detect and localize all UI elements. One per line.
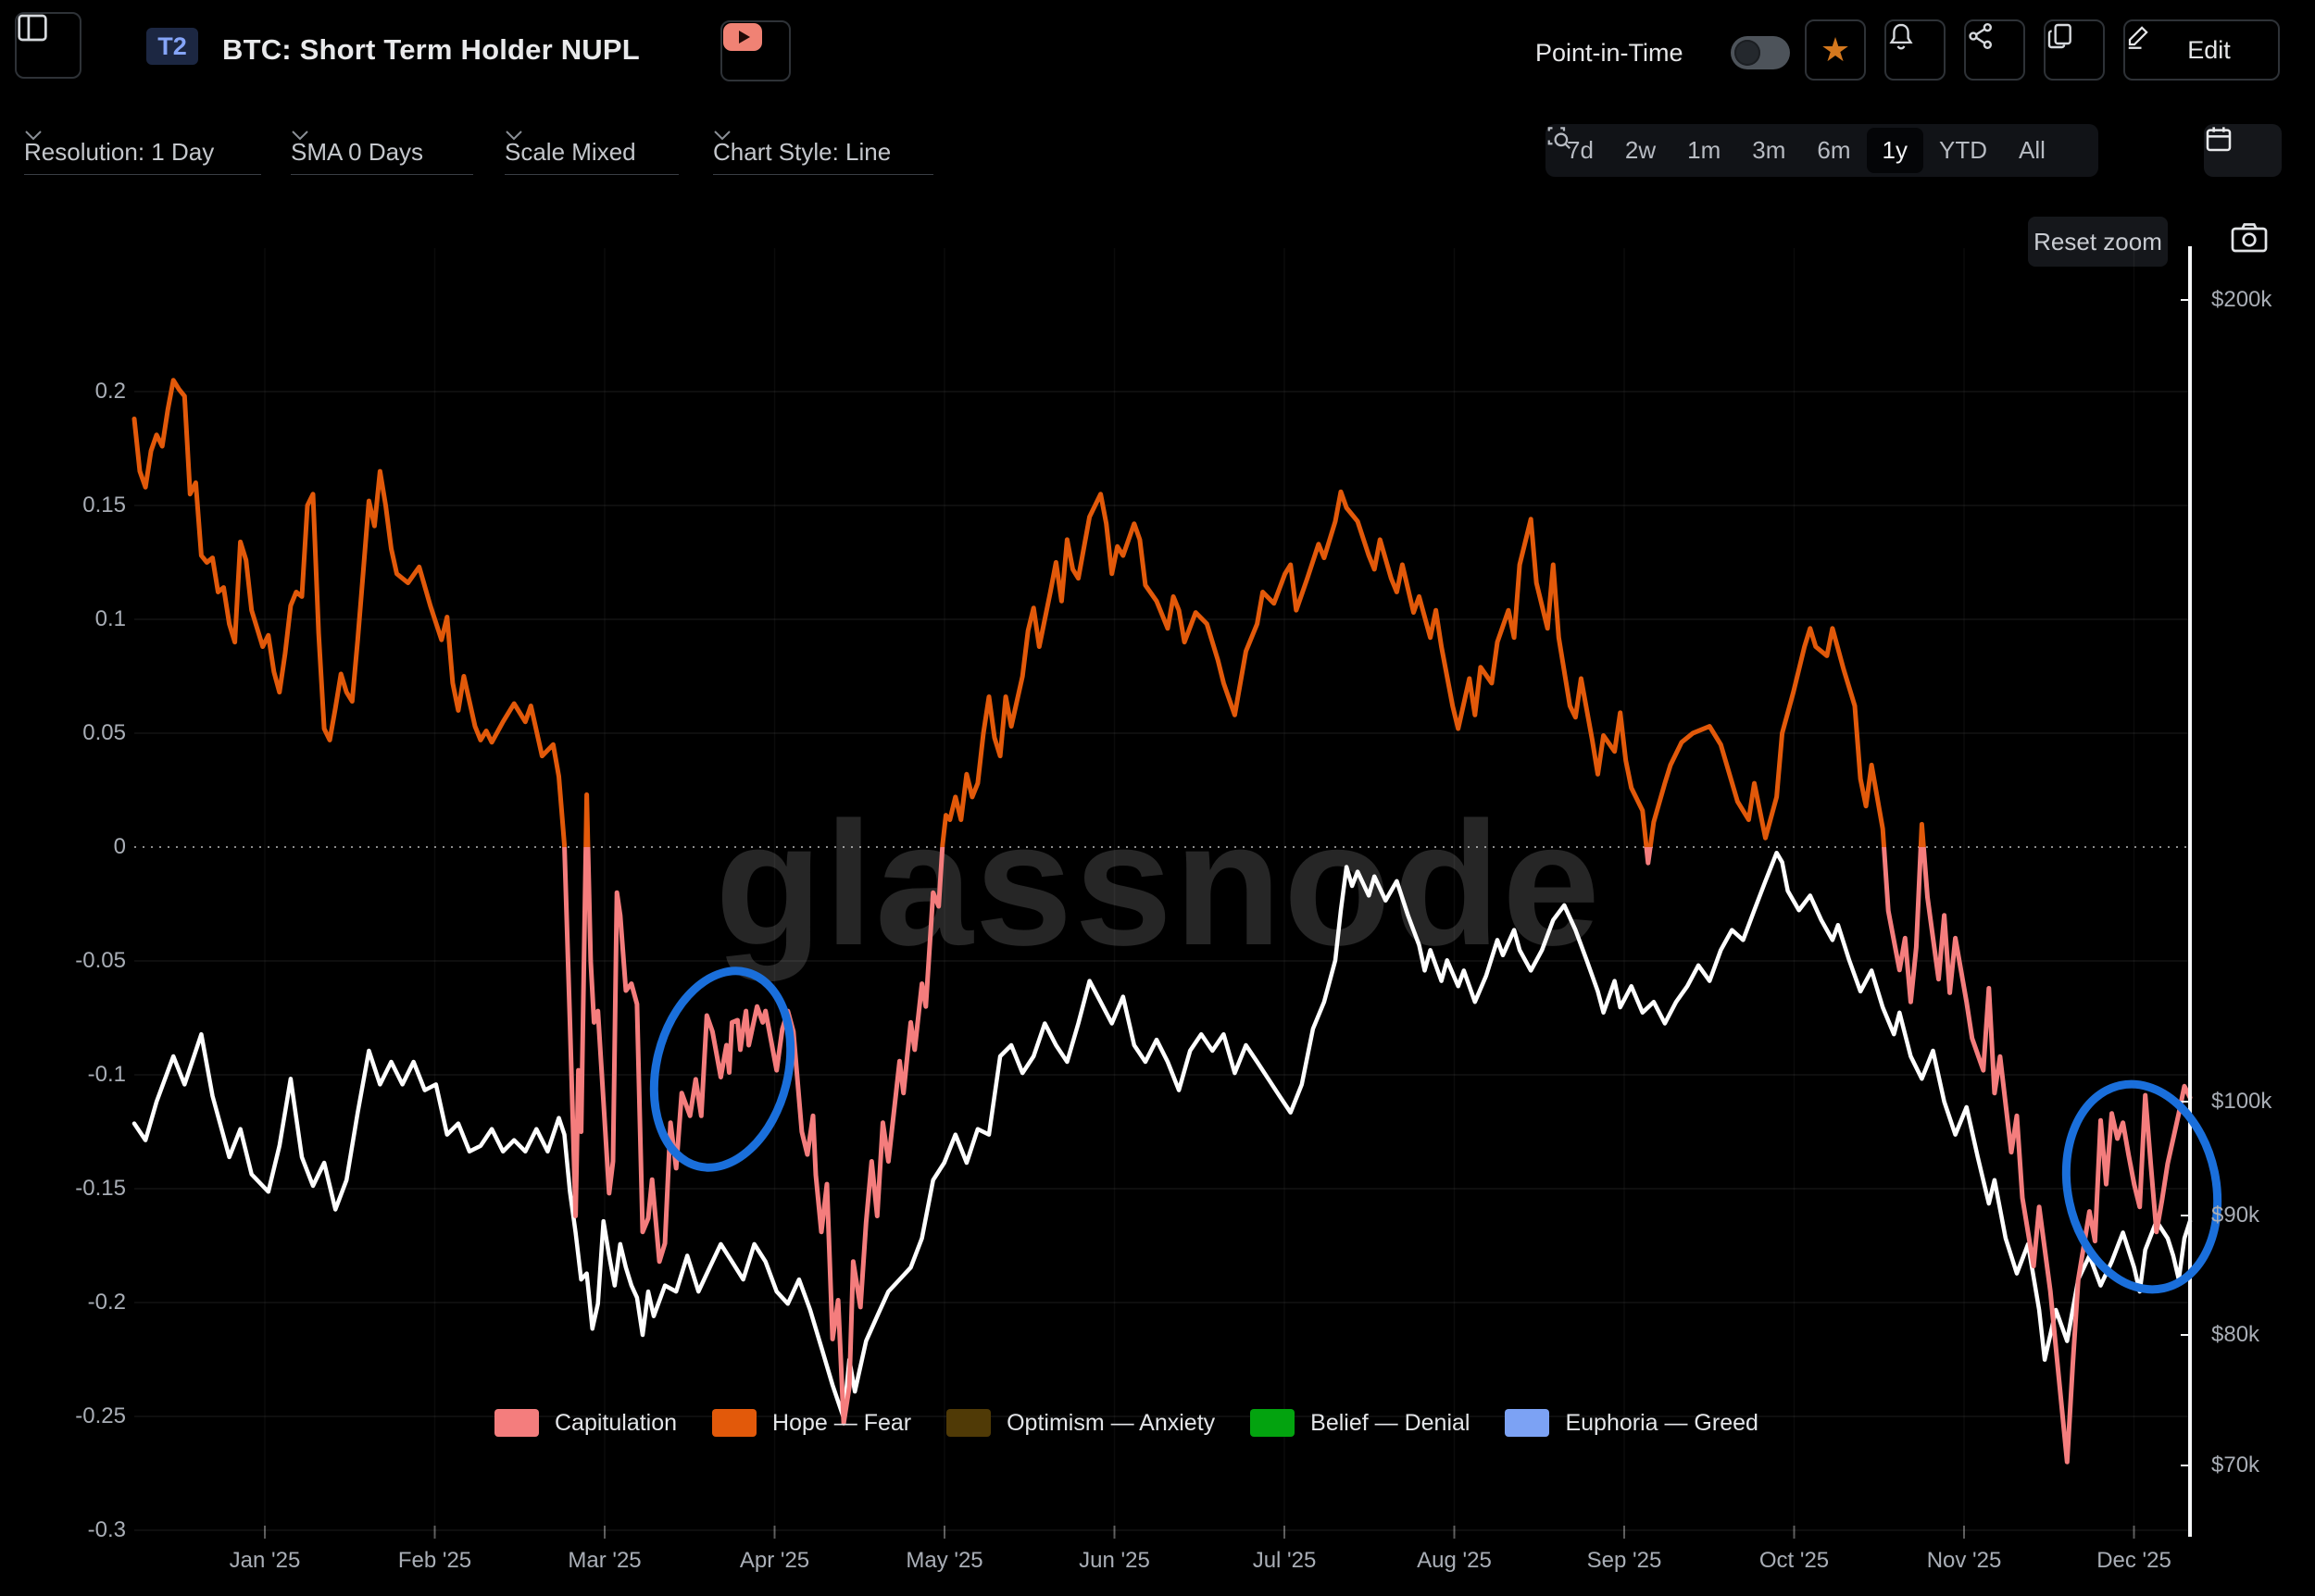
reset-zoom-button[interactable]: Reset zoom	[2028, 217, 2168, 267]
range-button-3m[interactable]: 3m	[1752, 136, 1786, 164]
legend-item[interactable]: Belief — Denial	[1250, 1409, 1470, 1437]
range-button-1m[interactable]: 1m	[1687, 136, 1721, 164]
scale-dropdown-label: Scale Mixed	[505, 137, 636, 166]
x-axis-month-label: Apr '25	[739, 1548, 810, 1573]
y-axis-left-tick: 0.1	[94, 606, 126, 631]
edit-button-label: Edit	[2187, 35, 2231, 64]
resolution-dropdown[interactable]: Resolution: 1 Day	[24, 130, 261, 175]
x-axis-month-label: Sep '25	[1586, 1548, 1662, 1573]
sma-dropdown[interactable]: SMA 0 Days	[291, 130, 473, 175]
y-axis-left-tick: 0.15	[82, 493, 126, 517]
point-in-time-toggle[interactable]	[1731, 36, 1790, 69]
legend-item[interactable]: Capitulation	[494, 1409, 677, 1437]
scale-dropdown[interactable]: Scale Mixed	[505, 130, 679, 175]
legend-label: Capitulation	[555, 1409, 678, 1436]
x-axis-month-label: Jun '25	[1079, 1548, 1150, 1573]
sma-dropdown-label: SMA 0 Days	[291, 137, 424, 166]
y-axis-left-tick: -0.2	[87, 1290, 126, 1315]
share-button[interactable]	[1964, 19, 2025, 81]
sidebar-toggle-button[interactable]	[15, 12, 81, 79]
range-button-ytd[interactable]: YTD	[1939, 136, 1988, 164]
legend-swatch	[712, 1409, 757, 1437]
toggle-knob	[1734, 40, 1760, 66]
screenshot-button[interactable]	[2230, 220, 2284, 267]
point-in-time-label: Point-in-Time	[1535, 39, 1683, 67]
x-axis-month-label: Dec '25	[2096, 1548, 2171, 1573]
legend-swatch	[1250, 1409, 1295, 1437]
y-axis-right-tick: $80k	[2211, 1322, 2260, 1347]
y-axis-left-tick: -0.3	[87, 1517, 126, 1542]
legend-label: Belief — Denial	[1310, 1409, 1470, 1436]
favorite-star-icon: ★	[1820, 31, 1851, 69]
y-axis-left-tick: -0.25	[75, 1403, 126, 1428]
legend-swatch	[494, 1409, 539, 1437]
page-title: BTC: Short Term Holder NUPL	[222, 33, 640, 66]
range-button-7d[interactable]: 7d	[1567, 136, 1594, 164]
zoom-select-button[interactable]	[1547, 127, 2093, 173]
legend-label: Optimism — Anxiety	[1007, 1409, 1216, 1436]
y-axis-left-tick: -0.05	[75, 948, 126, 973]
resolution-dropdown-label: Resolution: 1 Day	[24, 137, 215, 166]
y-axis-left-tick: -0.1	[87, 1062, 126, 1087]
price-line	[131, 850, 2193, 1420]
glassnode-watermark: glassnode	[715, 786, 1602, 982]
y-axis-left-tick: -0.15	[75, 1176, 126, 1201]
chart-legend: Capitulation Hope — Fear Optimism — Anxiet…	[494, 1409, 1794, 1437]
y-axis-right-tick: $70k	[2211, 1453, 2260, 1478]
y-axis-right-tick: $100k	[2211, 1089, 2272, 1114]
nupl-line-hope-fear	[131, 378, 1926, 847]
range-button-1y[interactable]: 1y	[1866, 128, 1924, 173]
legend-label: Hope — Fear	[772, 1409, 912, 1436]
x-axis-month-label: Jan '25	[229, 1548, 301, 1573]
edit-button[interactable]: Edit	[2123, 19, 2280, 81]
legend-label: Euphoria — Greed	[1565, 1409, 1758, 1436]
video-help-button[interactable]	[720, 20, 791, 81]
y-axis-left-tick: 0	[113, 834, 126, 859]
alerts-button[interactable]	[1884, 19, 1946, 81]
legend-item[interactable]: Optimism — Anxiety	[946, 1409, 1215, 1437]
y-axis-left-tick: 0.05	[82, 720, 126, 745]
annotation-circle-2	[2061, 1079, 2222, 1294]
range-button-2w[interactable]: 2w	[1624, 136, 1657, 164]
x-axis-month-label: Oct '25	[1758, 1548, 1830, 1573]
favorite-button[interactable]: ★	[1805, 19, 1866, 81]
x-axis-month-label: Mar '25	[568, 1548, 642, 1573]
x-axis-month-label: Nov '25	[1926, 1548, 2002, 1573]
copy-button[interactable]	[2044, 19, 2105, 81]
legend-item[interactable]: Hope — Fear	[712, 1409, 911, 1437]
range-button-all[interactable]: All	[2019, 136, 2046, 164]
legend-swatch	[946, 1409, 992, 1437]
calendar-button[interactable]	[2204, 124, 2282, 177]
chart-style-dropdown-label: Chart Style: Line	[713, 137, 892, 166]
y-axis-left-tick: 0.2	[94, 379, 126, 404]
x-axis-month-label: Jul '25	[1252, 1548, 1317, 1573]
workspace-badge[interactable]: T2	[146, 28, 198, 65]
legend-swatch	[1505, 1409, 1550, 1437]
chart-style-dropdown[interactable]: Chart Style: Line	[713, 130, 933, 175]
y-axis-right-tick: $90k	[2211, 1203, 2260, 1228]
y-axis-right-tick: $200k	[2211, 287, 2272, 312]
x-axis-month-label: Aug '25	[1417, 1548, 1492, 1573]
x-axis-month-label: May '25	[906, 1548, 983, 1573]
annotation-circle-1	[649, 966, 795, 1172]
legend-item[interactable]: Euphoria — Greed	[1505, 1409, 1758, 1437]
time-range-bar: 7d 2w 1m 3m 6m 1y YTD All	[1545, 124, 2098, 177]
range-button-6m[interactable]: 6m	[1817, 136, 1851, 164]
reset-zoom-label: Reset zoom	[2033, 227, 2162, 256]
x-axis-month-label: Feb '25	[397, 1548, 472, 1573]
